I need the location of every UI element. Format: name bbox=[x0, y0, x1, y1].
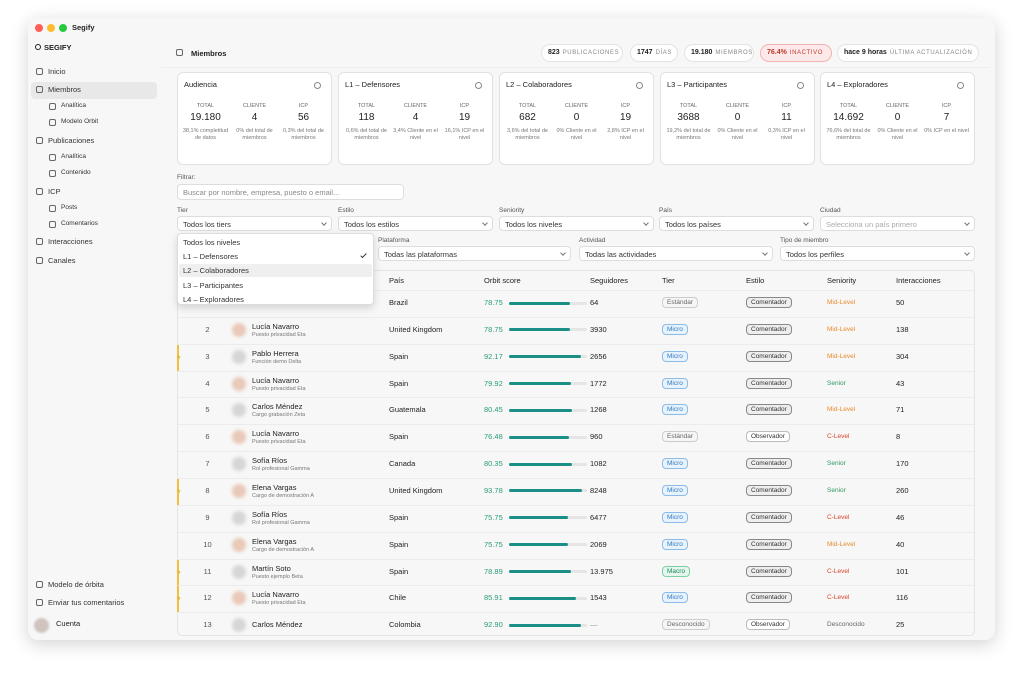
close-button[interactable] bbox=[35, 24, 43, 32]
window-title: Segify bbox=[72, 23, 95, 32]
sidebar bbox=[28, 38, 161, 640]
minimize-button[interactable] bbox=[47, 24, 55, 32]
app-window: Segify bbox=[28, 18, 995, 640]
maximize-button[interactable] bbox=[59, 24, 67, 32]
